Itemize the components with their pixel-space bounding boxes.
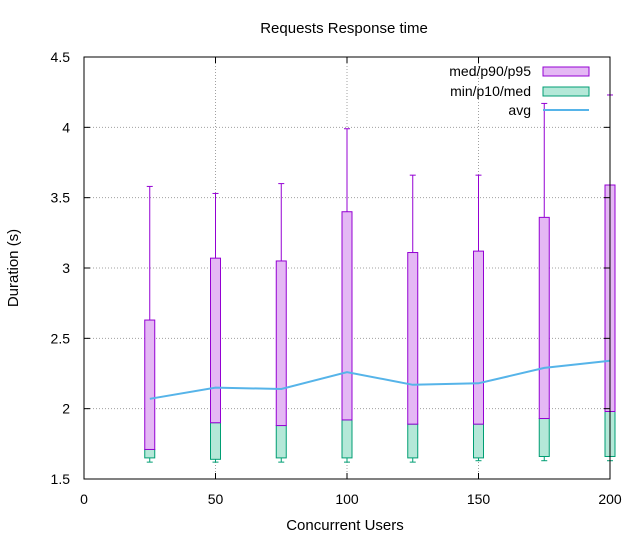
chart-title: Requests Response time [260,20,428,37]
x-tick-label: 150 [467,491,491,507]
y-tick-label: 1.5 [51,471,71,487]
upper-box [538,216,550,420]
y-tick-label: 2.5 [51,330,71,346]
upper-box [473,250,484,425]
legend: med/p90/p95 min/p10/med avg [449,63,590,118]
box-group [407,174,419,463]
box-group [275,183,287,463]
x-tick-label: 0 [80,491,88,507]
box-group [144,185,156,463]
upper-box [341,211,353,421]
y-tick-label: 3.5 [51,190,71,206]
lower-box [275,425,287,459]
legend-swatch [542,66,590,77]
y-tick-label: 4 [62,119,70,135]
box-group [473,174,484,462]
x-tick-label: 100 [335,491,359,507]
upper-box [210,257,221,424]
box-group [538,102,550,462]
upper-box [275,260,287,427]
box-group [341,128,353,463]
legend-label: med/p90/p95 [449,63,531,79]
x-tick-label: 200 [598,491,622,507]
upper-box [144,319,156,450]
legend-label: min/p10/med [450,83,531,99]
lower-box [538,418,550,457]
legend-item: med/p90/p95 [449,63,590,79]
legend-swatch [542,86,590,97]
upper-box [407,252,419,425]
avg-line [149,359,611,400]
x-axis-title: Concurrent Users [286,517,404,534]
box-group [210,192,221,463]
lower-box [473,423,484,459]
y-tick-label: 2 [62,401,70,417]
avg-series [149,359,611,400]
y-tick-label: 4.5 [51,49,71,65]
lower-box [407,423,419,459]
y-axis-title: Duration (s) [5,229,22,307]
lower-box [210,422,221,460]
lower-box [144,448,156,459]
y-tick-label: 3 [62,260,70,276]
legend-item: min/p10/med [450,83,590,99]
lower-box [341,419,353,459]
legend-item: avg [508,102,589,118]
axis-ticks: 1.5 2 2.5 3 3.5 4 4.5 0 50 100 150 200 [51,49,622,507]
x-tick-label: 50 [208,491,224,507]
legend-label: avg [508,102,531,118]
